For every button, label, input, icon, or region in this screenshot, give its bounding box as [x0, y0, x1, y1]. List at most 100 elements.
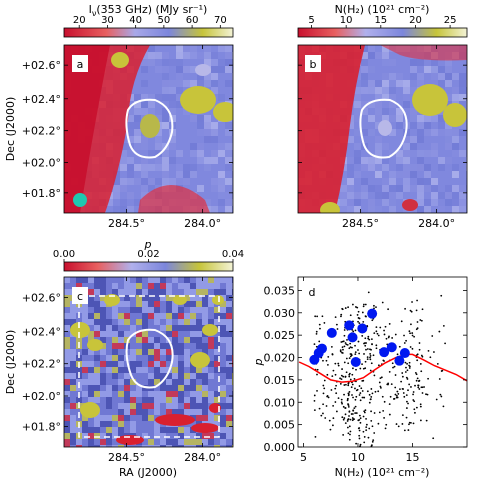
map-pixel	[452, 164, 459, 171]
sample-point	[370, 445, 373, 448]
high-polarization-patch	[87, 339, 103, 351]
map-pixel	[178, 427, 184, 433]
map-pixel	[220, 409, 226, 415]
sample-point	[440, 370, 443, 372]
map-pixel	[389, 206, 396, 213]
map-pixel	[226, 355, 232, 361]
sample-point	[373, 374, 376, 377]
map-pixel	[160, 301, 166, 307]
sample-point	[369, 355, 372, 357]
sample-point	[381, 301, 384, 304]
map-pixel	[176, 80, 183, 87]
sample-point	[344, 342, 347, 344]
sample-point	[343, 329, 346, 331]
sample-point	[357, 310, 360, 313]
map-pixel	[178, 289, 184, 295]
map-pixel	[196, 301, 202, 307]
map-pixel	[204, 157, 211, 164]
map-pixel	[232, 206, 233, 213]
sample-point	[396, 396, 399, 399]
map-pixel	[184, 295, 190, 301]
sample-point	[356, 314, 359, 316]
map-pixel	[118, 319, 124, 325]
map-pixel	[106, 313, 112, 319]
map-pixel	[160, 391, 166, 397]
map-pixel	[94, 445, 100, 447]
sample-point	[342, 348, 344, 351]
map-pixel	[178, 307, 184, 313]
map-pixel	[142, 379, 148, 385]
map-pixel	[148, 325, 154, 331]
sample-point	[318, 407, 321, 410]
map-pixel	[196, 313, 202, 319]
map-pixel	[417, 206, 424, 213]
map-pixel	[232, 445, 233, 447]
colorbar-tick-label: 0.02	[137, 249, 159, 260]
map-pixel	[220, 331, 226, 337]
sample-point	[339, 382, 342, 385]
map-pixel	[208, 379, 214, 385]
sample-point	[403, 334, 405, 337]
map-pixel	[120, 178, 127, 185]
map-pixel	[112, 367, 118, 373]
sample-point	[396, 390, 399, 393]
map-pixel	[214, 385, 220, 391]
map-pixel	[184, 283, 190, 289]
map-pixel	[214, 331, 220, 337]
map-pixel	[232, 319, 233, 325]
scatter-y-tick-label: 0.030	[264, 307, 296, 320]
map-pixel	[70, 361, 76, 367]
map-pixel	[183, 178, 190, 185]
y-tick-label: +02.4°	[22, 325, 61, 338]
sample-point	[348, 372, 351, 375]
sample-point	[331, 353, 334, 356]
sample-point	[349, 346, 352, 349]
map-pixel	[88, 373, 94, 379]
map-pixel	[361, 185, 368, 192]
sample-point	[347, 405, 350, 408]
map-pixel	[100, 379, 106, 385]
sample-point	[373, 304, 375, 307]
map-pixel	[176, 94, 183, 101]
map-pixel	[148, 391, 154, 397]
sample-point	[348, 347, 351, 350]
map-pixel	[218, 178, 225, 185]
map-pixel	[64, 337, 70, 343]
highlighted-point	[347, 332, 358, 343]
map-pixel	[184, 361, 190, 367]
sample-point	[411, 332, 414, 334]
map-pixel	[148, 361, 154, 367]
map-pixel	[169, 136, 176, 143]
sample-point	[423, 386, 425, 388]
sample-point	[342, 405, 345, 408]
map-pixel	[361, 66, 368, 73]
sample-point	[362, 320, 365, 323]
sample-point	[379, 377, 382, 380]
sample-point	[347, 432, 350, 435]
sample-point	[348, 425, 351, 428]
map-pixel	[142, 289, 148, 295]
map-pixel	[124, 397, 130, 403]
sample-point	[337, 362, 340, 365]
sample-point	[332, 404, 335, 407]
map-pixel	[220, 403, 226, 409]
sample-point	[397, 393, 400, 395]
map-pixel	[196, 277, 202, 283]
sample-point	[418, 348, 421, 351]
map-pixel	[403, 178, 410, 185]
map-pixel	[155, 66, 162, 73]
sample-point	[426, 393, 429, 396]
map-pixel	[130, 391, 136, 397]
map-pixel	[100, 349, 106, 355]
map-pixel	[226, 331, 232, 337]
map-pixel	[70, 355, 76, 361]
map-pixel	[226, 349, 232, 355]
map-pixel	[160, 433, 166, 439]
map-pixel	[204, 122, 211, 129]
map-pixel	[76, 277, 82, 283]
map-pixel	[225, 80, 232, 87]
map-pixel	[124, 409, 130, 415]
map-pixel	[134, 164, 141, 171]
map-pixel	[148, 185, 155, 192]
map-pixel	[220, 385, 226, 391]
